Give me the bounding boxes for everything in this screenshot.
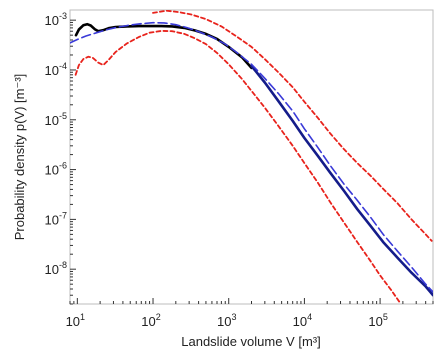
y-axis-title: Probability density p(V) [m⁻³] xyxy=(12,74,27,241)
y-tick-label: 10-4 xyxy=(45,61,67,78)
x-tick-label: 105 xyxy=(368,312,387,329)
series-lower-bound xyxy=(74,30,401,303)
y-tick-label: 10-6 xyxy=(45,161,67,178)
y-tick-label: 10-8 xyxy=(45,260,67,277)
y-tick-label: 10-7 xyxy=(45,210,67,227)
series-upper-bound xyxy=(152,10,433,242)
x-tick-label: 103 xyxy=(217,312,236,329)
x-tick-label: 102 xyxy=(141,312,160,329)
series-layer xyxy=(70,10,433,303)
tick-layer: 101 102 103 104 105 10-3 10-4 10-5 10-6 10-7 10-8 xyxy=(45,11,434,329)
plot-frame xyxy=(69,9,434,305)
x-axis-title: Landslide volume V [m³] xyxy=(181,334,320,349)
series-fit xyxy=(70,21,433,293)
x-tick-label: 104 xyxy=(293,312,312,329)
x-tick-label: 101 xyxy=(66,312,85,329)
series-kernel-estimate xyxy=(250,64,433,297)
y-tick-label: 10-5 xyxy=(45,111,67,128)
y-tick-label: 10-3 xyxy=(45,11,67,28)
